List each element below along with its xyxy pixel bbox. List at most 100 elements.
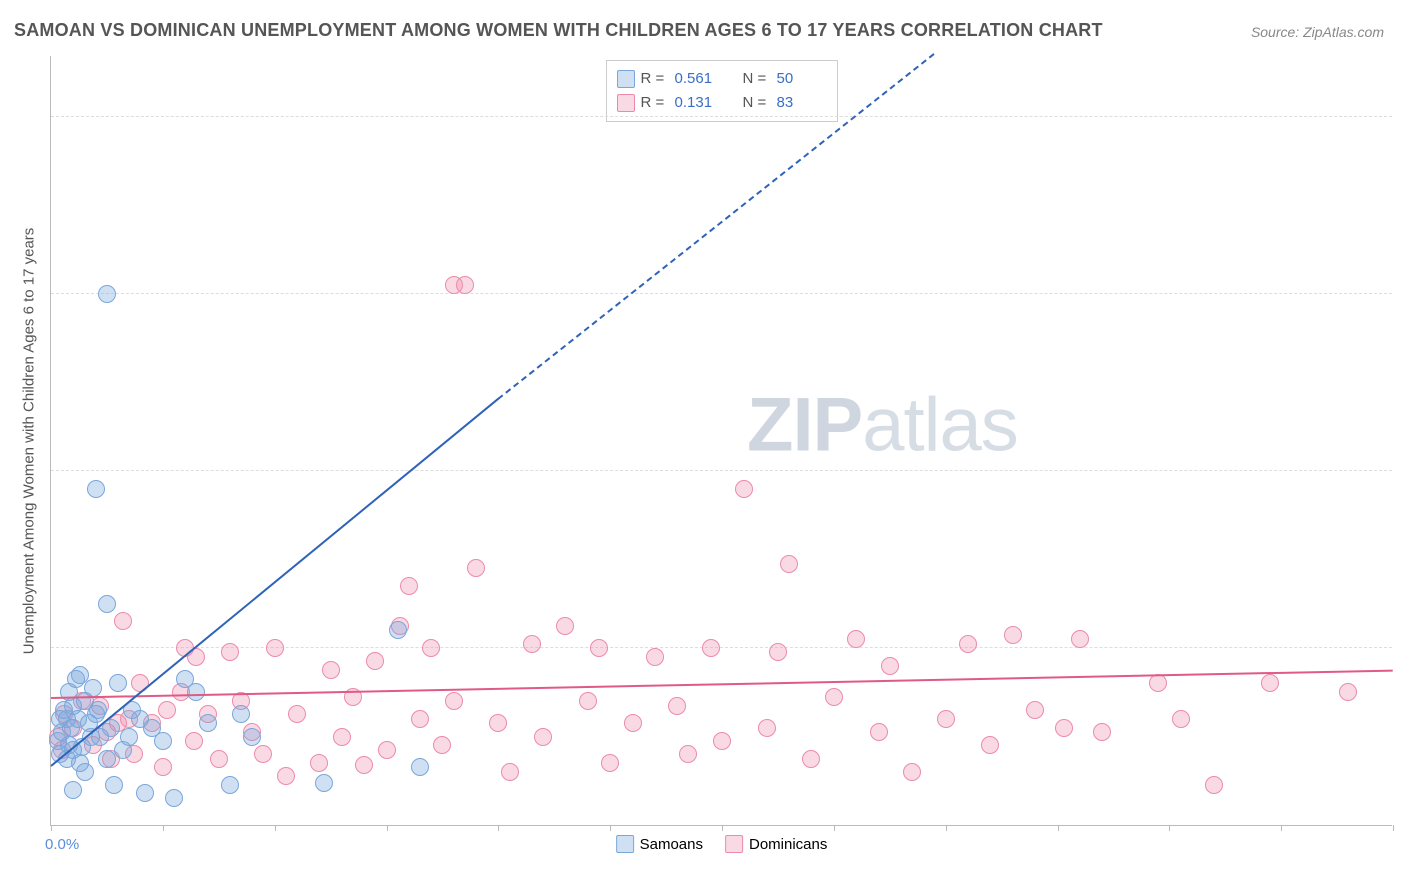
x-tick — [1281, 825, 1282, 831]
data-point — [556, 617, 574, 635]
gridline — [51, 293, 1392, 294]
data-point — [411, 758, 429, 776]
data-point — [1026, 701, 1044, 719]
data-point — [310, 754, 328, 772]
data-point — [668, 697, 686, 715]
y-tick-label: 40.0% — [1402, 462, 1406, 479]
data-point — [254, 745, 272, 763]
data-point — [136, 784, 154, 802]
y-tick-label: 20.0% — [1402, 640, 1406, 657]
data-point — [378, 741, 396, 759]
x-tick — [51, 825, 52, 831]
data-point — [389, 621, 407, 639]
data-point — [937, 710, 955, 728]
data-point — [1261, 674, 1279, 692]
data-point — [120, 728, 138, 746]
data-point — [165, 789, 183, 807]
data-point — [1205, 776, 1223, 794]
data-point — [433, 736, 451, 754]
x-axis-max-label: 60.0% — [1392, 836, 1406, 853]
x-axis-min-label: 0.0% — [45, 836, 79, 853]
x-tick — [163, 825, 164, 831]
data-point — [601, 754, 619, 772]
correlation-legend: R = 0.561 N = 50 R = 0.131 N = 83 — [606, 60, 838, 122]
data-point — [366, 652, 384, 670]
data-point — [981, 736, 999, 754]
legend-label: Samoans — [640, 836, 703, 853]
data-point — [185, 732, 203, 750]
x-tick — [1393, 825, 1394, 831]
chart-area: Unemployment Among Women with Children A… — [50, 56, 1392, 826]
data-point — [87, 480, 105, 498]
swatch-dominicans — [725, 835, 743, 853]
data-point — [114, 612, 132, 630]
data-point — [411, 710, 429, 728]
x-tick — [1058, 825, 1059, 831]
data-point — [523, 635, 541, 653]
data-point — [489, 714, 507, 732]
data-point — [1004, 626, 1022, 644]
legend-item-dominicans: Dominicans — [725, 835, 827, 853]
gridline — [51, 470, 1392, 471]
n-label: N = — [743, 91, 771, 115]
data-point — [158, 701, 176, 719]
data-point — [646, 648, 664, 666]
data-point — [1172, 710, 1190, 728]
data-point — [105, 776, 123, 794]
data-point — [579, 692, 597, 710]
plot-region: Unemployment Among Women with Children A… — [50, 56, 1392, 826]
data-point — [154, 732, 172, 750]
source-label: Source: ZipAtlas.com — [1251, 24, 1384, 40]
data-point — [1149, 674, 1167, 692]
swatch-dominicans — [617, 94, 635, 112]
data-point — [1093, 723, 1111, 741]
gridline — [51, 647, 1392, 648]
chart-title: SAMOAN VS DOMINICAN UNEMPLOYMENT AMONG W… — [14, 20, 1103, 41]
data-point — [199, 714, 217, 732]
data-point — [355, 756, 373, 774]
data-point — [187, 683, 205, 701]
x-tick — [610, 825, 611, 831]
data-point — [109, 674, 127, 692]
data-point — [221, 643, 239, 661]
r-value-dominicans: 0.131 — [675, 91, 725, 115]
data-point — [959, 635, 977, 653]
data-point — [467, 559, 485, 577]
data-point — [64, 781, 82, 799]
data-point — [210, 750, 228, 768]
gridline — [51, 116, 1392, 117]
y-tick-label: 80.0% — [1402, 108, 1406, 125]
data-point — [870, 723, 888, 741]
y-tick-label: 60.0% — [1402, 285, 1406, 302]
r-label: R = — [641, 67, 669, 91]
legend-row-samoans: R = 0.561 N = 50 — [617, 67, 827, 91]
x-tick — [722, 825, 723, 831]
n-label: N = — [743, 67, 771, 91]
swatch-samoans — [617, 70, 635, 88]
x-tick — [387, 825, 388, 831]
y-axis-label: Unemployment Among Women with Children A… — [21, 227, 38, 654]
data-point — [445, 692, 463, 710]
data-point — [534, 728, 552, 746]
data-point — [456, 276, 474, 294]
data-point — [333, 728, 351, 746]
data-point — [266, 639, 284, 657]
data-point — [780, 555, 798, 573]
x-tick — [946, 825, 947, 831]
watermark: ZIPatlas — [747, 382, 1018, 469]
legend-label: Dominicans — [749, 836, 827, 853]
data-point — [825, 688, 843, 706]
x-tick — [275, 825, 276, 831]
data-point — [400, 577, 418, 595]
data-point — [903, 763, 921, 781]
trend-line — [51, 670, 1393, 699]
data-point — [322, 661, 340, 679]
data-point — [847, 630, 865, 648]
swatch-samoans — [616, 835, 634, 853]
data-point — [221, 776, 239, 794]
n-value-samoans: 50 — [777, 67, 827, 91]
data-point — [154, 758, 172, 776]
data-point — [76, 763, 94, 781]
data-point — [277, 767, 295, 785]
data-point — [713, 732, 731, 750]
